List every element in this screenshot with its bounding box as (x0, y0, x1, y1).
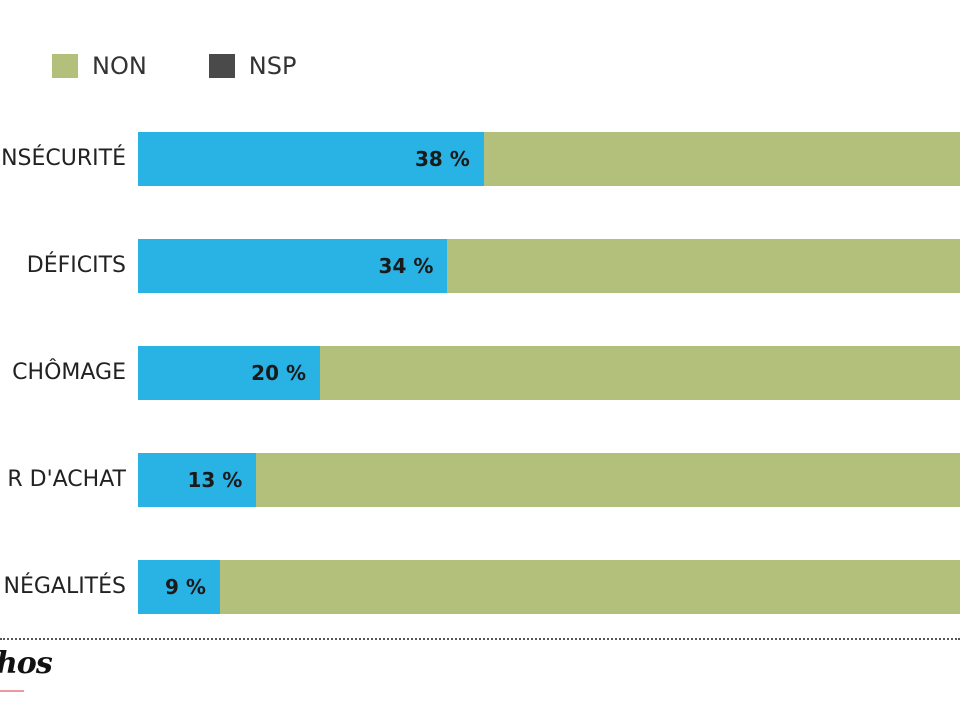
bar-segment-oui (138, 132, 484, 186)
bar-row: CHÔMAGE 20 % (0, 346, 960, 400)
data-label: 20 % (251, 361, 306, 385)
legend: NON NSP (52, 52, 358, 80)
bar-segment-non (447, 239, 960, 293)
divider (0, 638, 960, 640)
bar: 13 % (138, 453, 960, 507)
data-label: 13 % (187, 468, 243, 492)
bar-segment-non (483, 132, 960, 186)
category-label: NÉGALITÉS (3, 574, 126, 599)
bar-row: DÉFICITS 34 % (0, 239, 960, 293)
bar-segment-oui (138, 453, 257, 507)
bar-segment-oui (138, 560, 220, 614)
data-label: 38 % (414, 147, 470, 171)
bar-segment-oui (138, 239, 448, 293)
bar-row: NSÉCURITÉ 38 % (0, 132, 960, 186)
logo-underline (0, 690, 24, 692)
bar: 9 % (138, 560, 960, 614)
bar-segment-non (320, 346, 960, 400)
logo: hos (0, 646, 53, 681)
data-label: 9 % (164, 575, 206, 599)
legend-label-nsp: NSP (248, 52, 297, 80)
legend-label-non: NON (92, 52, 147, 80)
bar-segment-non (219, 560, 960, 614)
bar-segment-oui (138, 346, 320, 400)
bar-segment-non (256, 453, 960, 507)
legend-swatch-non (52, 54, 78, 78)
bar: 38 % (138, 132, 960, 186)
category-label: DÉFICITS (26, 253, 126, 278)
bar-row: NÉGALITÉS 9 % (0, 560, 960, 614)
bar: 34 % (138, 239, 960, 293)
legend-item-nsp: NSP (208, 52, 297, 80)
bar-row: R D'ACHAT 13 % (0, 453, 960, 507)
data-label: 34 % (378, 254, 434, 278)
legend-swatch-nsp (208, 54, 235, 78)
category-label: NSÉCURITÉ (1, 146, 126, 171)
legend-item-non: NON (52, 52, 147, 80)
category-label: R D'ACHAT (7, 467, 126, 492)
bar: 20 % (138, 346, 960, 400)
category-label: CHÔMAGE (12, 360, 126, 385)
